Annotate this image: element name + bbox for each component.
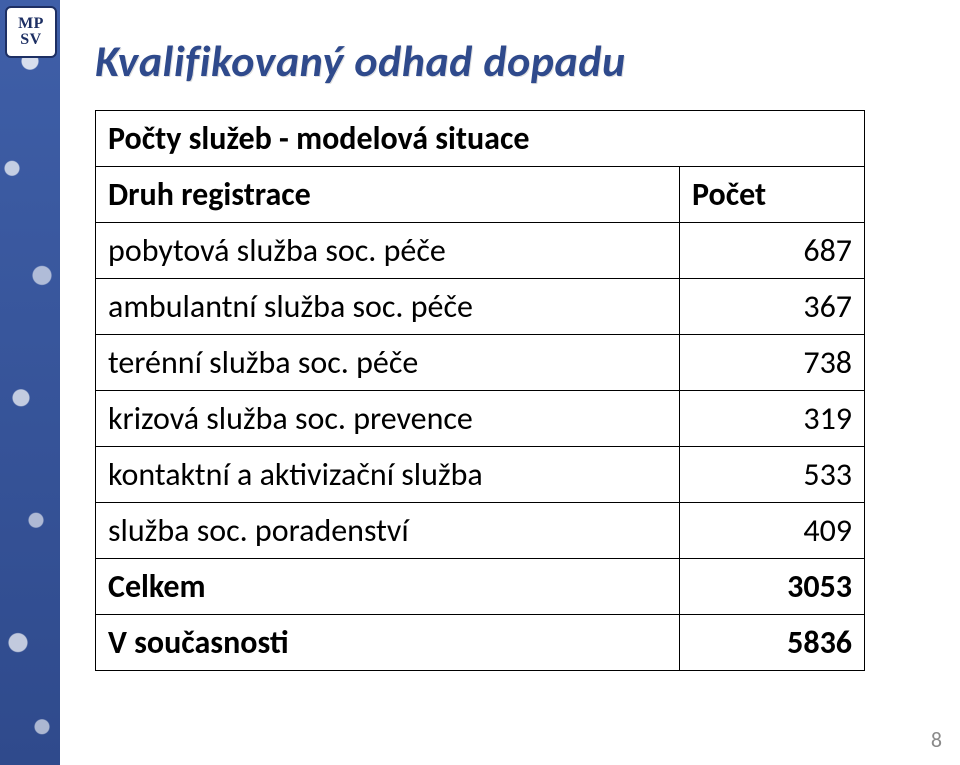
logo-line2: SV bbox=[20, 31, 41, 48]
logo-text: MP SV bbox=[18, 16, 44, 48]
table-row: pobytová služba soc. péče 687 bbox=[96, 223, 865, 279]
table-total-row: Celkem 3053 bbox=[96, 559, 865, 615]
row-value: 738 bbox=[680, 335, 865, 391]
logo-line1: MP bbox=[18, 15, 44, 32]
row-value: 687 bbox=[680, 223, 865, 279]
row-value: 409 bbox=[680, 503, 865, 559]
table-row: ambulantní služba soc. péče 367 bbox=[96, 279, 865, 335]
row-value: 367 bbox=[680, 279, 865, 335]
table-row: služba soc. poradenství 409 bbox=[96, 503, 865, 559]
services-table: Počty služeb - modelová situace Druh reg… bbox=[95, 110, 865, 671]
slide-content: Kvalifikovaný odhad dopadu Počty služeb … bbox=[95, 34, 912, 735]
left-ornamental-strip: MP SV bbox=[0, 0, 60, 765]
logo-box: MP SV bbox=[5, 6, 57, 58]
row-label: služba soc. poradenství bbox=[96, 503, 680, 559]
row-value: 533 bbox=[680, 447, 865, 503]
total-value: 3053 bbox=[680, 559, 865, 615]
total-label: V současnosti bbox=[96, 615, 680, 671]
total-value: 5836 bbox=[680, 615, 865, 671]
page-title: Kvalifikovaný odhad dopadu bbox=[95, 34, 912, 88]
row-label: kontaktní a aktivizační služba bbox=[96, 447, 680, 503]
total-label: Celkem bbox=[96, 559, 680, 615]
table-column-header-row: Druh registrace Počet bbox=[96, 167, 865, 223]
col-header-count: Počet bbox=[680, 167, 865, 223]
page-number: 8 bbox=[931, 726, 942, 753]
row-label: pobytová služba soc. péče bbox=[96, 223, 680, 279]
row-label: ambulantní služba soc. péče bbox=[96, 279, 680, 335]
table-row: krizová služba soc. prevence 319 bbox=[96, 391, 865, 447]
table-row: terénní služba soc. péče 738 bbox=[96, 335, 865, 391]
table-merged-header: Počty služeb - modelová situace bbox=[96, 111, 865, 167]
table-merged-header-row: Počty služeb - modelová situace bbox=[96, 111, 865, 167]
row-label: krizová služba soc. prevence bbox=[96, 391, 680, 447]
table-row: kontaktní a aktivizační služba 533 bbox=[96, 447, 865, 503]
row-label: terénní služba soc. péče bbox=[96, 335, 680, 391]
row-value: 319 bbox=[680, 391, 865, 447]
col-header-type: Druh registrace bbox=[96, 167, 680, 223]
table-total-row: V současnosti 5836 bbox=[96, 615, 865, 671]
